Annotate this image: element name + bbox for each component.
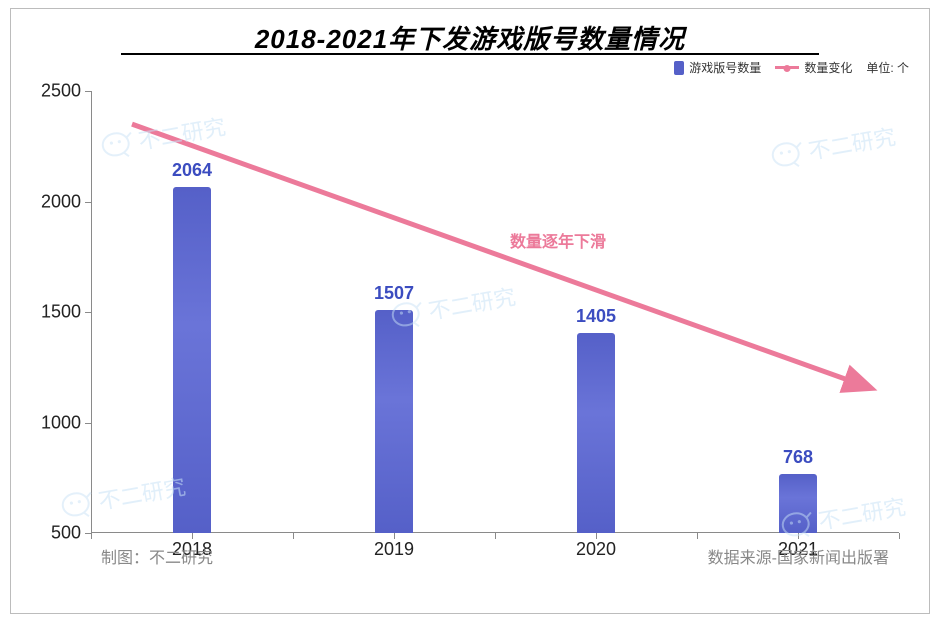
- x-tick-label: 2019: [374, 539, 414, 560]
- chart-title: 2018-2021年下发游戏版号数量情况: [255, 19, 685, 56]
- legend-item-line: 数量变化: [775, 59, 852, 76]
- y-tick-label: 1500: [41, 302, 81, 323]
- legend-unit: 单位: 个: [866, 59, 909, 76]
- legend-item-bar: 游戏版号数量: [674, 59, 761, 76]
- y-tick: [85, 202, 91, 203]
- y-tick: [85, 91, 91, 92]
- y-tick-label: 2500: [41, 81, 81, 102]
- y-tick: [85, 423, 91, 424]
- y-axis: [91, 91, 92, 533]
- bar: [375, 310, 413, 533]
- x-tick-label: 2020: [576, 539, 616, 560]
- y-tick-label: 500: [51, 523, 81, 544]
- footer-source: 数据来源-国家新闻出版署: [708, 544, 889, 568]
- bar-value-label: 768: [783, 447, 813, 468]
- footer-credit: 制图：不二研究: [101, 544, 213, 568]
- bar-swatch: [674, 61, 684, 75]
- y-tick: [85, 312, 91, 313]
- y-tick-label: 1000: [41, 412, 81, 433]
- bar-value-label: 2064: [172, 160, 212, 181]
- x-tick-minor: [899, 533, 900, 539]
- x-tick-minor: [293, 533, 294, 539]
- x-tick-minor: [495, 533, 496, 539]
- line-swatch: [775, 66, 799, 69]
- bar: [577, 333, 615, 533]
- title-underline: [121, 53, 819, 55]
- bar-value-label: 1405: [576, 306, 616, 327]
- legend: 游戏版号数量 数量变化 单位: 个: [674, 59, 909, 76]
- x-tick-minor: [91, 533, 92, 539]
- trend-label: 数量逐年下滑: [510, 228, 606, 252]
- legend-bar-label: 游戏版号数量: [689, 59, 761, 76]
- y-tick-label: 2000: [41, 191, 81, 212]
- x-tick-minor: [697, 533, 698, 539]
- legend-line-label: 数量变化: [804, 59, 852, 76]
